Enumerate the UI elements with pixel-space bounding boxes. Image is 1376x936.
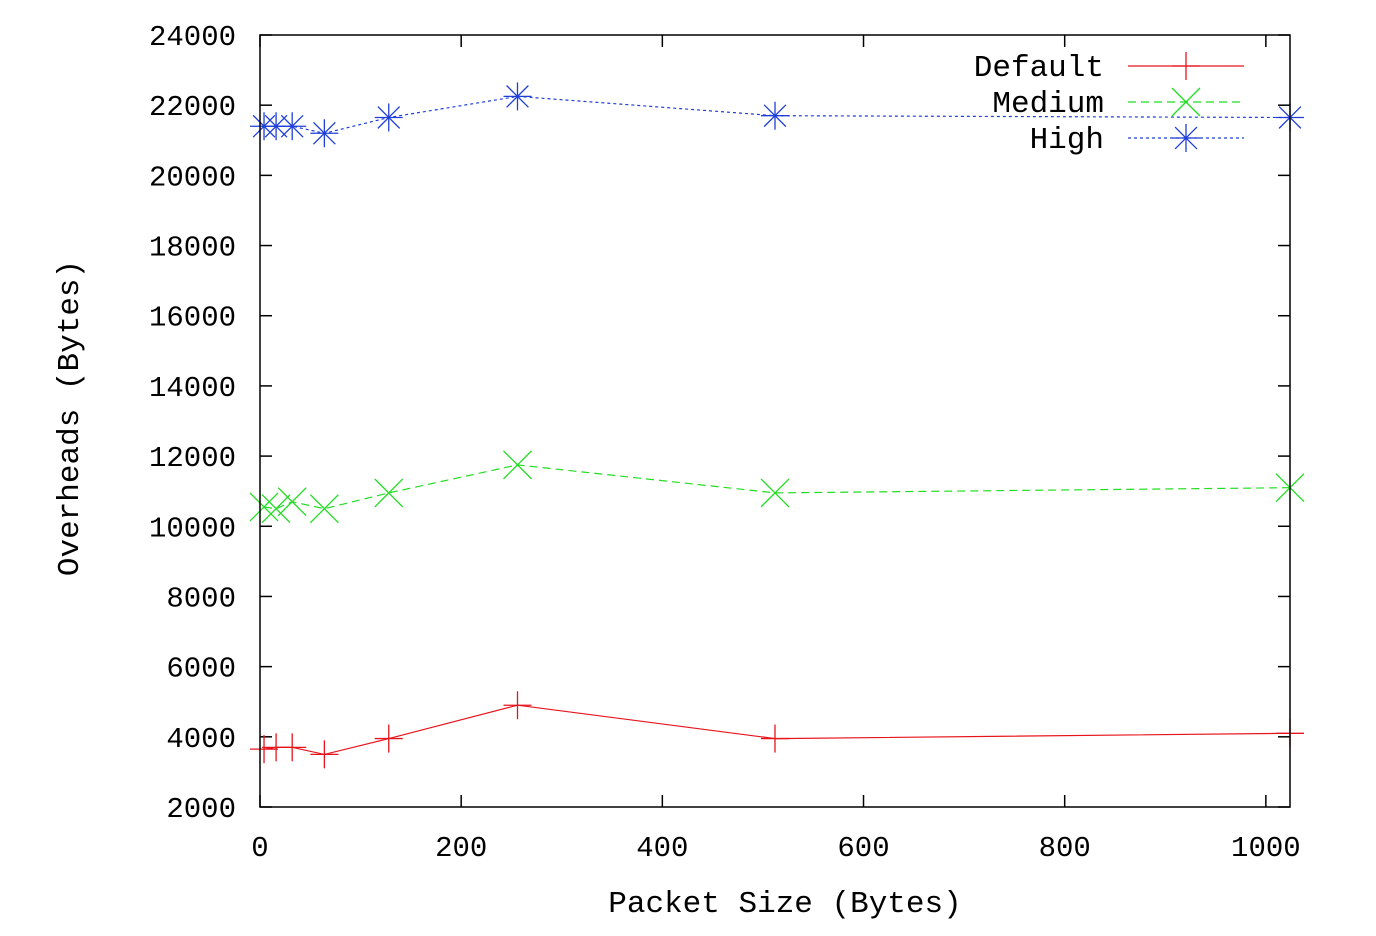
- data-point-default: [374, 724, 403, 753]
- data-point-high: [761, 101, 789, 130]
- y-tick-label: 16000: [149, 302, 236, 335]
- y-tick-label: 18000: [149, 232, 236, 265]
- legend-item-high: High: [1030, 123, 1244, 158]
- legend-marker: [1171, 87, 1201, 117]
- x-tick-label: 0: [251, 832, 268, 865]
- x-tick-label: 200: [435, 832, 487, 865]
- x-tick-label: 1000: [1231, 832, 1301, 865]
- series-line-default: [263, 704, 1291, 756]
- y-axis-label: Overheads (Bytes): [53, 260, 88, 576]
- y-tick-label: 2000: [166, 793, 236, 826]
- legend-item-medium: Medium: [992, 87, 1244, 122]
- data-point-medium: [760, 478, 790, 508]
- x-tick-label: 800: [1039, 832, 1091, 865]
- data-point-default: [503, 691, 532, 720]
- legend-label: Medium: [992, 87, 1104, 122]
- y-tick-label: 20000: [149, 161, 236, 194]
- series-line-medium: [263, 464, 1291, 510]
- series-default: [250, 691, 1304, 769]
- y-tick-label: 24000: [149, 21, 236, 54]
- tick-layer: 0 200 400 600 800 1000 2000 4000 6000 8000 10000 12…: [149, 21, 1301, 865]
- x-tick-label: 400: [636, 832, 688, 865]
- x-tick-label: 600: [837, 832, 889, 865]
- legend-label: High: [1030, 123, 1104, 158]
- y-tick-label: 22000: [149, 91, 236, 124]
- legend-label: Default: [974, 51, 1104, 86]
- series-medium: [249, 450, 1305, 524]
- y-tick-label: 14000: [149, 372, 236, 405]
- series-line-high: [264, 95, 1291, 134]
- legend-marker: [1172, 124, 1200, 152]
- data-point-default: [278, 733, 307, 762]
- data-point-medium: [374, 478, 404, 508]
- data-point-medium: [503, 450, 532, 480]
- legend-marker: [1172, 52, 1200, 80]
- x-axis-label: Packet Size (Bytes): [608, 887, 961, 922]
- data-point-default: [250, 735, 279, 764]
- y-tick-label: 8000: [166, 582, 236, 615]
- y-tick-label: 6000: [166, 653, 236, 686]
- data-point-high: [278, 112, 307, 141]
- legend-item-default: Default: [974, 51, 1244, 86]
- data-point-high: [310, 119, 339, 148]
- data-point-default: [761, 724, 789, 753]
- data-point-medium: [249, 492, 279, 522]
- data-point-high: [374, 103, 403, 132]
- series-high: [250, 82, 1304, 148]
- plot-frame: [259, 34, 1291, 808]
- data-point-medium: [261, 494, 291, 524]
- data-point-medium: [277, 487, 307, 517]
- series-layer: [249, 82, 1305, 769]
- y-tick-label: 10000: [149, 512, 236, 545]
- y-tick-label: 12000: [149, 442, 236, 475]
- y-tick-label: 4000: [166, 723, 236, 756]
- data-point-medium: [309, 494, 339, 524]
- data-point-default: [310, 740, 339, 769]
- data-point-high: [503, 82, 532, 111]
